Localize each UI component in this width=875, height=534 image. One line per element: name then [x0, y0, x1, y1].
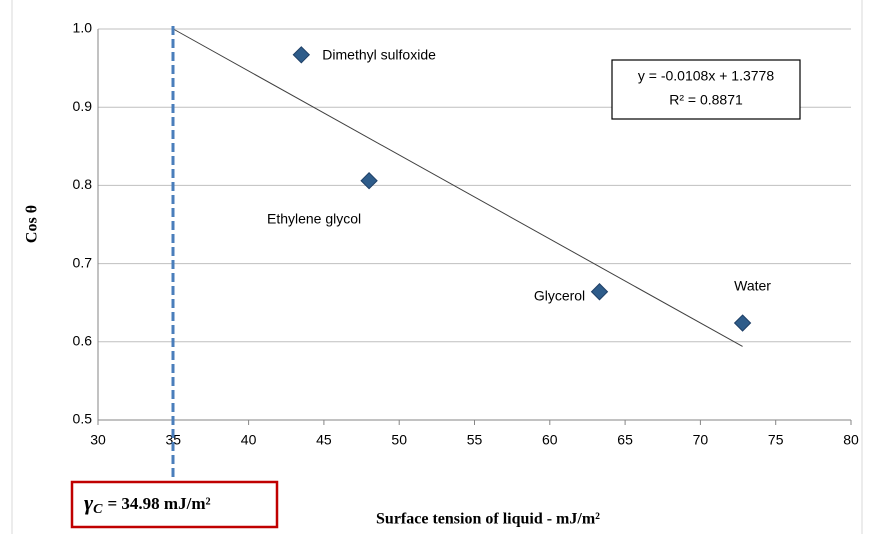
x-tick-label: 80	[843, 432, 859, 448]
critical-value: = 34.98 mJ/m²	[108, 494, 211, 513]
y-tick-label: 0.9	[73, 98, 93, 114]
x-tick-label: 70	[693, 432, 709, 448]
x-tick-label: 30	[90, 432, 106, 448]
point-label: Water	[734, 278, 771, 294]
annotation-box	[70, 480, 279, 529]
data-point	[733, 314, 752, 332]
gamma-symbol: γ	[84, 490, 94, 515]
data-point	[292, 46, 311, 64]
x-tick-label: 40	[241, 432, 257, 448]
x-tick-label: 55	[467, 432, 483, 448]
critical-annotation: γC = 34.98 mJ/m²	[84, 490, 211, 517]
y-tick-label: 1.0	[73, 20, 93, 36]
trendline	[173, 28, 743, 347]
point-label: Dimethyl sulfoxide	[322, 47, 436, 63]
x-tick-label: 50	[391, 432, 407, 448]
y-tick-label: 0.8	[73, 176, 93, 192]
y-axis-label: Cos θ	[24, 205, 41, 243]
y-tick-label: 0.5	[73, 411, 93, 427]
gamma-subscript: C	[93, 502, 103, 517]
x-tick-label: 45	[316, 432, 332, 448]
equation-line: y = -0.0108x + 1.3778	[638, 68, 774, 84]
equation-box	[611, 59, 801, 120]
point-label: Ethylene glycol	[267, 210, 361, 226]
data-point	[590, 283, 609, 301]
y-tick-label: 0.6	[73, 333, 93, 349]
equation-line: R² = 0.8871	[669, 92, 743, 108]
x-tick-label: 60	[542, 432, 558, 448]
y-tick-label: 0.7	[73, 254, 93, 270]
x-tick-label: 35	[166, 432, 182, 448]
x-tick-label: 65	[617, 432, 633, 448]
point-label: Glycerol	[534, 287, 585, 303]
x-tick-label: 75	[768, 432, 784, 448]
data-point	[360, 172, 378, 190]
x-axis-label: Surface tension of liquid - mJ/m²	[376, 511, 600, 528]
